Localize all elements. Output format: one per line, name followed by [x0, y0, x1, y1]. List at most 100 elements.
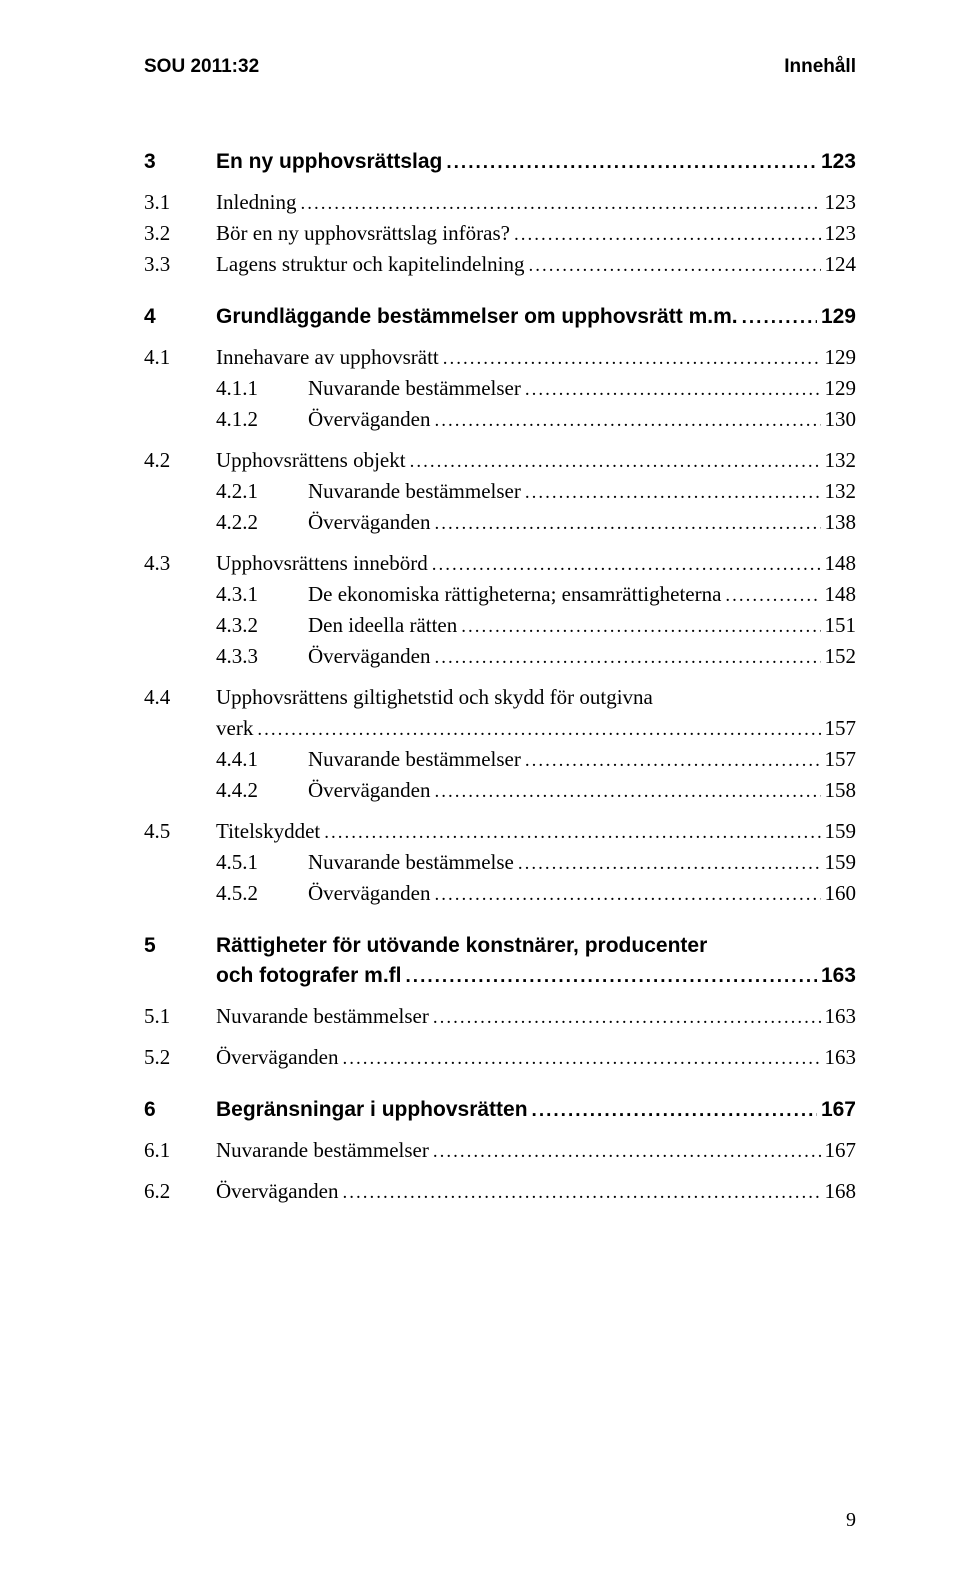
toc-page: 138	[825, 510, 857, 535]
toc-leader-dots	[461, 616, 820, 638]
toc-section: 3.3Lagens struktur och kapitelindelning1…	[144, 252, 856, 277]
header-left: SOU 2011:32	[144, 56, 259, 78]
toc-label: verk	[216, 716, 253, 741]
toc-leader-dots	[433, 1141, 821, 1163]
toc-number: 4.5	[144, 819, 216, 844]
toc-section: 4.3Upphovsrättens innebörd 148	[144, 551, 856, 576]
toc-chapter-continuation: och fotografer m.fl163	[144, 964, 856, 988]
toc-number: 4.1	[144, 345, 216, 370]
toc-chapter: 4Grundläggande bestämmelser om upphovsrä…	[144, 305, 856, 329]
toc-page: 158	[825, 778, 857, 803]
toc-leader-dots	[434, 513, 820, 535]
toc-leader-dots	[525, 379, 821, 401]
toc-section: 5.1Nuvarande bestämmelser163	[144, 1004, 856, 1029]
toc-gap	[144, 180, 856, 190]
toc-chapter: 3En ny upphovsrättslag123	[144, 150, 856, 174]
table-of-contents: 3En ny upphovsrättslag1233.1Inledning123…	[144, 150, 856, 1210]
toc-gap	[144, 809, 856, 819]
toc-leader-dots	[434, 884, 820, 906]
toc-label: Överväganden	[308, 407, 430, 432]
toc-page: 129	[825, 376, 857, 401]
toc-page: 163	[825, 1045, 857, 1070]
toc-label: Upphovsrättens objekt	[216, 448, 406, 473]
toc-chapter: 6Begränsningar i upphovsrätten167	[144, 1098, 856, 1122]
toc-label: Grundläggande bestämmelser om upphovsrät…	[216, 305, 738, 329]
toc-number: 4.1.1	[216, 376, 308, 401]
toc-page: 148	[825, 582, 857, 607]
toc-number: 4.4.1	[216, 747, 308, 772]
toc-page: 163	[825, 1004, 857, 1029]
toc-page: 151	[825, 613, 857, 638]
toc-number: 6.1	[144, 1138, 216, 1163]
toc-leader-dots	[342, 1048, 820, 1070]
toc-number: 4.4.2	[216, 778, 308, 803]
toc-label: Den ideella rätten	[308, 613, 457, 638]
toc-chapter: 5Rättigheter för utövande konstnärer, pr…	[144, 934, 856, 958]
toc-label: Överväganden	[308, 644, 430, 669]
toc-section: 4.1Innehavare av upphovsrätt129	[144, 345, 856, 370]
toc-section: 4.2.1Nuvarande bestämmelser132	[144, 479, 856, 504]
toc-section: 6.1Nuvarande bestämmelser167	[144, 1138, 856, 1163]
toc-page: 148	[825, 551, 857, 576]
toc-gap	[144, 541, 856, 551]
toc-leader-dots	[443, 348, 821, 370]
toc-section: 3.1Inledning123	[144, 190, 856, 215]
page-number: 9	[846, 1509, 856, 1532]
toc-label: Överväganden	[216, 1179, 338, 1204]
toc-number: 4.3.1	[216, 582, 308, 607]
toc-number: 4.2.2	[216, 510, 308, 535]
toc-section: 4.4Upphovsrättens giltighetstid och skyd…	[144, 685, 856, 710]
toc-leader-dots	[525, 482, 821, 504]
toc-number: 5.2	[144, 1045, 216, 1070]
toc-section: 4.3.1De ekonomiska rättigheterna; ensamr…	[144, 582, 856, 607]
toc-label: Bör en ny upphovsrättslag införas?	[216, 221, 510, 246]
toc-label: Titelskyddet	[216, 819, 320, 844]
toc-gap	[144, 1076, 856, 1098]
toc-leader-dots	[410, 451, 821, 473]
toc-number: 4.3	[144, 551, 216, 576]
toc-page: 123	[821, 150, 856, 174]
toc-number: 3.1	[144, 190, 216, 215]
toc-leader-dots	[433, 1007, 821, 1029]
toc-label: Nuvarande bestämmelser	[216, 1004, 429, 1029]
toc-leader-dots	[300, 193, 820, 215]
toc-label: En ny upphovsrättslag	[216, 150, 442, 174]
toc-label: Nuvarande bestämmelser	[308, 479, 521, 504]
toc-page: 130	[825, 407, 857, 432]
toc-label: Lagens struktur och kapitelindelning	[216, 252, 525, 277]
toc-label: Överväganden	[308, 881, 430, 906]
toc-number: 6.2	[144, 1179, 216, 1204]
toc-leader-dots	[324, 822, 820, 844]
toc-number: 4.4	[144, 685, 216, 710]
toc-section: 4.5.1Nuvarande bestämmelse159	[144, 850, 856, 875]
toc-number: 4.3.3	[216, 644, 308, 669]
toc-number: 3.3	[144, 252, 216, 277]
toc-gap	[144, 1169, 856, 1179]
toc-number: 3.2	[144, 221, 216, 246]
toc-leader-dots	[529, 255, 821, 277]
toc-label: Innehavare av upphovsrätt	[216, 345, 439, 370]
toc-section: 3.2Bör en ny upphovsrättslag införas?123	[144, 221, 856, 246]
toc-label: Överväganden	[308, 510, 430, 535]
toc-label: Nuvarande bestämmelser	[308, 747, 521, 772]
toc-leader-dots	[342, 1182, 820, 1204]
page-header: SOU 2011:32 Innehåll	[144, 56, 856, 78]
toc-number: 4.2	[144, 448, 216, 473]
toc-section: 4.3.3Överväganden152	[144, 644, 856, 669]
toc-label: Överväganden	[308, 778, 430, 803]
toc-number: 4.5.2	[216, 881, 308, 906]
toc-section: 5.2Överväganden163	[144, 1045, 856, 1070]
toc-section: 4.2.2Överväganden 138	[144, 510, 856, 535]
toc-label: Nuvarande bestämmelser	[216, 1138, 429, 1163]
toc-number: 4.5.1	[216, 850, 308, 875]
toc-leader-dots	[434, 647, 820, 669]
toc-label: Upphovsrättens innebörd	[216, 551, 428, 576]
toc-page: 157	[825, 716, 857, 741]
toc-page: 157	[825, 747, 857, 772]
toc-leader-dots	[514, 224, 821, 246]
header-right: Innehåll	[784, 56, 856, 78]
toc-number: 6	[144, 1098, 216, 1122]
toc-label: Nuvarande bestämmelse	[308, 850, 514, 875]
toc-leader-dots	[725, 585, 820, 607]
toc-section: 4.1.1Nuvarande bestämmelser129	[144, 376, 856, 401]
